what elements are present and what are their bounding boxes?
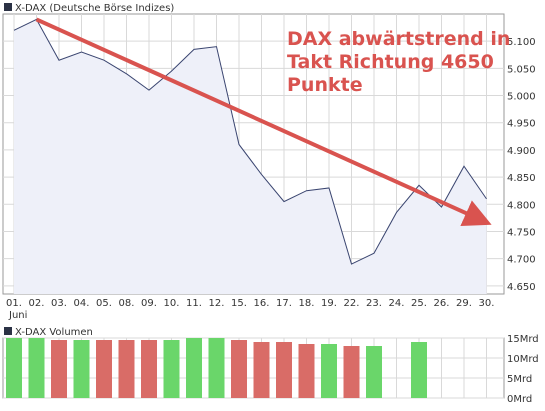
x-tick-label: 29.	[456, 298, 472, 309]
x-tick-label: 12.	[209, 298, 225, 309]
volume-bar	[73, 340, 90, 398]
x-axis-dates: 01. 02. 03. 04. 05. 08. 09. 10. 11. 12. 15. 16. 17. 1…	[6, 298, 494, 309]
x-tick-label: 16.	[254, 298, 270, 309]
annotation-line-2: Takt Richtung 4650	[287, 51, 494, 73]
index-point	[440, 206, 442, 208]
volume-bar	[411, 342, 427, 398]
x-tick-label: 25.	[411, 298, 427, 309]
index-point	[80, 51, 82, 53]
volume-bar	[118, 340, 135, 398]
index-point	[238, 143, 240, 145]
main-y-tick-label: 4.950	[507, 119, 536, 130]
main-y-tick-label: 4.850	[507, 173, 536, 184]
volume-y-axis: 0Mrd 5Mrd 10Mrd 15Mrd	[507, 334, 539, 405]
volume-bar	[253, 342, 270, 398]
volume-legend-swatch	[4, 327, 12, 335]
volume-bar	[276, 342, 292, 398]
index-point	[350, 263, 352, 265]
volume-bars	[6, 338, 427, 398]
annotation-line-3: Punkte	[287, 74, 363, 96]
volume-bar	[51, 340, 67, 398]
volume-bar	[366, 346, 382, 398]
volume-bar	[28, 338, 45, 398]
x-tick-label: 15.	[231, 298, 247, 309]
main-y-tick-label: 4.650	[507, 282, 536, 293]
x-tick-label: 01.	[6, 298, 22, 309]
x-tick-label: 05.	[96, 298, 112, 309]
annotation-text: DAX abwärtstrend in Takt Richtung 4650 P…	[287, 28, 510, 96]
volume-y-tick-label: 15Mrd	[507, 334, 539, 345]
index-point	[305, 189, 307, 191]
volume-bar	[321, 344, 337, 398]
index-point	[395, 211, 397, 213]
index-point	[485, 198, 487, 200]
volume-bar	[163, 340, 180, 398]
main-y-tick-label: 5.000	[507, 92, 536, 103]
main-legend-swatch	[4, 3, 12, 11]
volume-bar	[343, 346, 360, 398]
volume-bar	[141, 340, 157, 398]
x-tick-label: 08.	[119, 298, 135, 309]
volume-y-tick-label: 0Mrd	[507, 394, 532, 405]
index-point	[215, 45, 217, 47]
index-point	[418, 184, 420, 186]
x-tick-label: 24.	[389, 298, 405, 309]
index-line	[13, 18, 487, 265]
x-axis-month-label: Juni	[8, 310, 27, 321]
x-tick-label: 02.	[29, 298, 45, 309]
volume-chart-title: X-DAX Volumen	[15, 327, 93, 338]
index-point	[373, 252, 375, 254]
annotation-line-1: DAX abwärtstrend in	[287, 28, 510, 50]
x-tick-label: 11.	[186, 298, 202, 309]
main-y-tick-label: 4.700	[507, 255, 536, 266]
volume-y-tick-label: 5Mrd	[507, 374, 532, 385]
main-y-tick-label: 4.750	[507, 227, 536, 238]
main-y-tick-label: 4.900	[507, 146, 536, 157]
index-point	[58, 59, 60, 61]
x-tick-label: 23.	[366, 298, 382, 309]
index-point	[125, 73, 127, 75]
x-tick-label: 17.	[276, 298, 292, 309]
x-tick-label: 26.	[434, 298, 450, 309]
main-y-axis: 4.650 4.700 4.750 4.800 4.850 4.900 4.950 5.000…	[507, 37, 536, 293]
volume-y-tick-label: 10Mrd	[507, 354, 539, 365]
x-tick-label: 19.	[321, 298, 337, 309]
volume-bar	[96, 340, 112, 398]
index-point	[193, 48, 195, 50]
volume-bar	[186, 338, 202, 398]
main-y-tick-label: 5.100	[507, 37, 536, 48]
index-point	[13, 29, 15, 31]
x-tick-label: 10.	[164, 298, 180, 309]
index-point	[103, 59, 105, 61]
volume-bar	[208, 338, 225, 398]
index-point	[148, 89, 150, 91]
main-y-tick-label: 4.800	[507, 200, 536, 211]
downtrend-arrow	[35, 17, 492, 226]
x-tick-label: 22.	[344, 298, 360, 309]
x-tick-label: 30.	[479, 298, 495, 309]
main-y-tick-label: 5.050	[507, 64, 536, 75]
x-tick-label: 09.	[141, 298, 157, 309]
index-point	[260, 173, 262, 175]
x-tick-label: 18.	[299, 298, 315, 309]
volume-bar	[298, 344, 315, 398]
x-tick-label: 04.	[74, 298, 90, 309]
volume-bar	[231, 340, 247, 398]
index-point	[328, 187, 330, 189]
main-chart-title: X-DAX (Deutsche Börse Indizes)	[15, 3, 174, 14]
index-area-fill	[14, 19, 487, 295]
volume-bar	[6, 338, 22, 398]
index-point	[283, 200, 285, 202]
index-point	[170, 70, 172, 72]
x-tick-label: 03.	[51, 298, 67, 309]
index-point	[463, 165, 465, 167]
